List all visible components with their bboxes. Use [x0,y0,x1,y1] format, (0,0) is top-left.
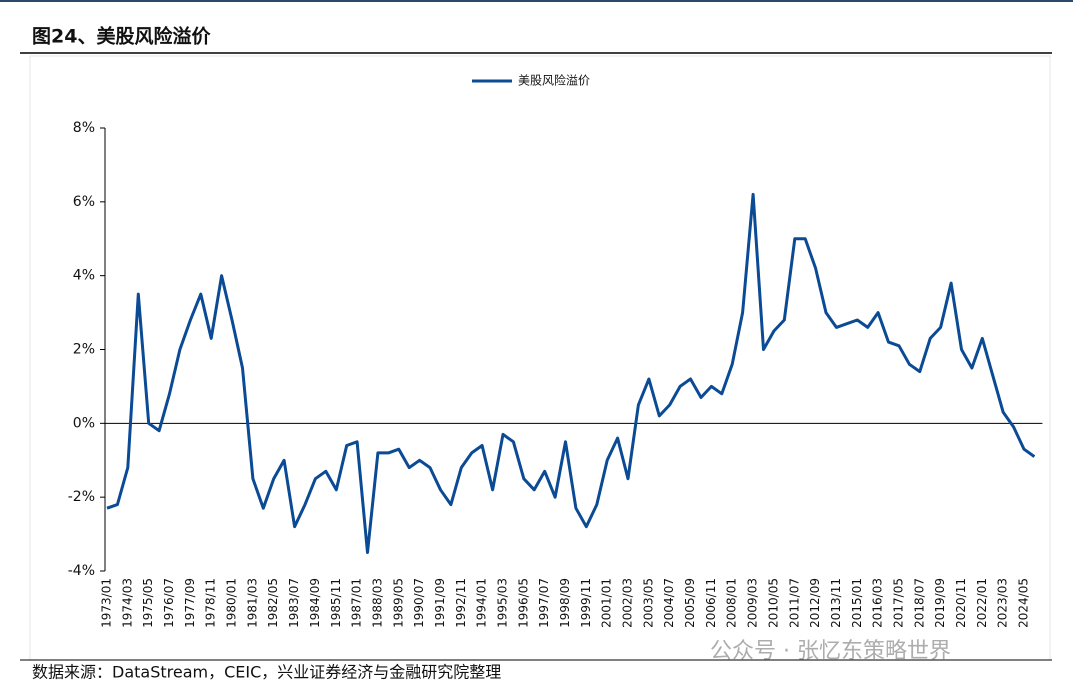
x-tick-label: 1989/05 [391,578,405,628]
x-tick-label: 2016/03 [871,578,885,628]
x-tick-label: 2009/03 [746,578,760,628]
x-tick-label: 2008/01 [725,578,739,628]
x-tick-label: 2012/09 [808,578,822,628]
x-tick-label: 1974/03 [120,578,134,628]
x-tick-label: 2003/05 [641,578,655,628]
y-tick-label: -2% [68,489,95,505]
series-line [106,192,1036,554]
x-tick-label: 2024/05 [1017,578,1031,628]
x-tick-label: 2005/09 [683,578,697,628]
x-tick-label: 1992/11 [454,578,468,628]
x-tick-label: 2001/01 [600,578,614,628]
x-tick-label: 1976/07 [162,578,176,628]
x-tick-label: 1980/01 [225,578,239,628]
y-tick-label: 8% [73,120,95,136]
x-tick-label: 1978/11 [204,578,218,628]
x-tick-label: 2011/07 [787,578,801,628]
x-tick-label: 2002/03 [621,578,635,628]
x-tick-label: 2004/07 [662,578,676,628]
x-tick-label: 2013/11 [829,578,843,628]
x-tick-label: 1982/05 [266,578,280,628]
chart-frame [29,55,1051,661]
x-tick-label: 1999/11 [579,578,593,628]
x-tick-label: 2019/09 [933,578,947,628]
title: 图24、美股风险溢价 [32,25,211,48]
y-tick-label: 0% [73,415,95,431]
x-tick-label: 2006/11 [704,578,718,628]
x-tick-label: 1995/03 [495,578,509,628]
x-tick-label: 2017/05 [891,578,905,628]
x-tick-label: 1985/11 [329,578,343,628]
x-tick-label: 1987/01 [350,578,364,628]
x-tick-label: 2023/03 [996,578,1010,628]
x-tick-label: 1996/05 [516,578,530,628]
y-tick-label: -4% [68,563,95,579]
x-tick-label: 1977/09 [183,578,197,628]
x-tick-label: 1990/07 [412,578,426,628]
x-tick-label: 2020/11 [954,578,968,628]
y-tick-label: 4% [73,268,95,284]
x-tick-label: 1994/01 [475,578,489,628]
x-tick-label: 1973/01 [100,578,114,628]
source: 数据来源：DataStream，CEIC，兴业证券经济与金融研究院整理 [32,663,501,682]
x-tick-label: 1983/07 [287,578,301,628]
x-tick-label: 1988/03 [370,578,384,628]
x-tick-label: 1997/07 [537,578,551,628]
x-tick-label: 1984/09 [308,578,322,628]
x-tick-label: 2010/05 [766,578,780,628]
y-tick-label: 6% [73,194,95,210]
legend-label: 美股风险溢价 [518,73,590,88]
x-tick-label: 1991/09 [433,578,447,628]
x-tick-label: 2015/01 [850,578,864,628]
x-tick-label: 1998/09 [558,578,572,628]
x-tick-label: 1981/03 [245,578,259,628]
watermark: 公众号 · 张忆东策略世界 [710,639,951,664]
y-tick-label: 2% [73,342,95,358]
x-tick-label: 2022/01 [975,578,989,628]
x-tick-label: 1975/05 [141,578,155,628]
x-tick-label: 2018/07 [912,578,926,628]
